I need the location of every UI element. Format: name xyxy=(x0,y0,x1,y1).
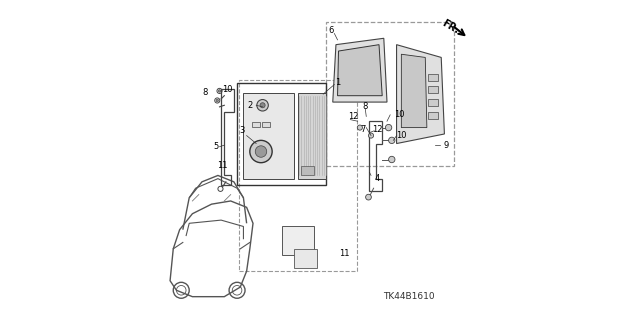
Bar xyxy=(294,249,317,268)
Bar xyxy=(239,80,356,271)
Bar xyxy=(428,112,438,119)
Text: 10: 10 xyxy=(222,85,233,94)
Text: 6: 6 xyxy=(328,26,334,35)
Text: 8: 8 xyxy=(362,102,367,111)
Text: 10: 10 xyxy=(394,110,405,119)
Circle shape xyxy=(218,90,221,92)
Polygon shape xyxy=(397,45,444,144)
Circle shape xyxy=(357,125,362,130)
Text: 5: 5 xyxy=(214,142,219,151)
Text: 3: 3 xyxy=(239,126,244,135)
Text: 12: 12 xyxy=(372,125,383,134)
Bar xyxy=(298,93,326,179)
Circle shape xyxy=(216,99,218,102)
Polygon shape xyxy=(333,38,387,102)
Text: 11: 11 xyxy=(339,249,349,258)
Text: 12: 12 xyxy=(348,112,359,121)
Circle shape xyxy=(388,137,395,144)
Bar xyxy=(301,166,314,175)
Bar xyxy=(243,93,294,179)
Bar xyxy=(428,74,438,81)
Text: 4: 4 xyxy=(375,174,380,183)
Text: 7: 7 xyxy=(360,125,365,134)
Text: 8: 8 xyxy=(202,88,208,97)
Bar xyxy=(252,122,260,127)
Text: 2: 2 xyxy=(247,101,252,110)
Bar xyxy=(237,83,326,185)
Circle shape xyxy=(369,133,374,138)
Circle shape xyxy=(260,103,265,108)
Circle shape xyxy=(257,100,268,111)
Bar xyxy=(428,86,438,93)
Text: TK44B1610: TK44B1610 xyxy=(383,292,435,301)
Circle shape xyxy=(255,146,267,157)
Text: 1: 1 xyxy=(335,78,340,87)
Bar xyxy=(262,122,269,127)
Circle shape xyxy=(250,140,272,163)
Text: 11: 11 xyxy=(218,161,228,170)
Bar xyxy=(428,99,438,106)
Text: 9: 9 xyxy=(444,141,449,150)
Bar xyxy=(282,226,314,255)
Text: FR.: FR. xyxy=(440,18,461,36)
Polygon shape xyxy=(401,54,427,128)
Circle shape xyxy=(365,194,371,200)
Polygon shape xyxy=(337,45,382,96)
Circle shape xyxy=(388,156,395,163)
Text: 10: 10 xyxy=(396,131,406,140)
Circle shape xyxy=(385,124,392,131)
Bar xyxy=(326,22,454,166)
